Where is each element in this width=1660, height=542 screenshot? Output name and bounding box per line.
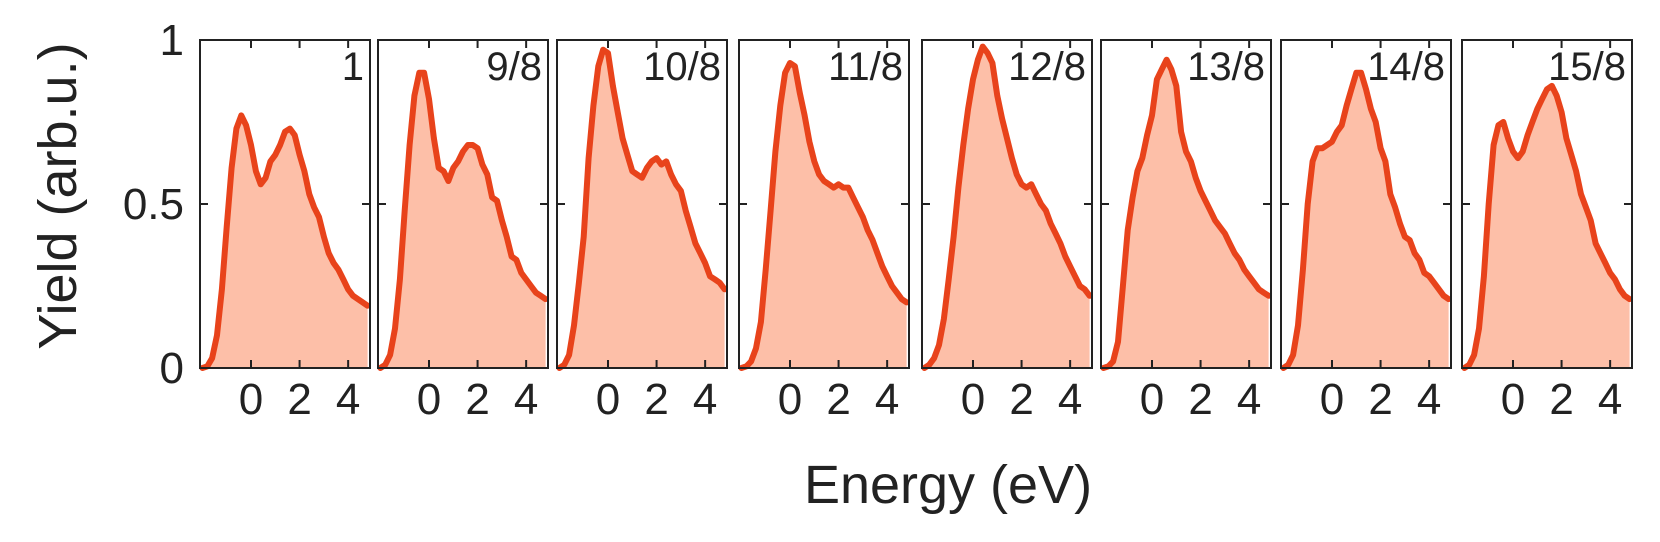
panel-4-xtick-label: 2 (826, 375, 850, 424)
panel-1-label: 1 (342, 45, 364, 89)
ytick-label: 0 (160, 344, 184, 393)
y-axis-label: Yield (arb.u.) (28, 42, 88, 349)
panel-3: 0 2 4 10/8 (556, 39, 728, 424)
panel-6-xtick-label: 0 (1140, 375, 1164, 424)
panel-4-area (741, 63, 907, 368)
panel-4-xtick-label: 0 (778, 375, 802, 424)
panel-5-series-line (921, 43, 1093, 371)
ytick-label: 1 (160, 16, 184, 65)
panel-7: 0 2 4 14/8 (1280, 39, 1452, 424)
panel-5: 0 2 4 12/8 (921, 39, 1093, 424)
panel-1: 0 2 4 1 (199, 39, 371, 424)
panel-7-xtick-label: 2 (1368, 375, 1392, 424)
panel-3-xtick-label: 2 (644, 375, 668, 424)
panel-2-xtick-label: 2 (465, 375, 489, 424)
panel-8-label: 15/8 (1548, 45, 1626, 89)
panel-1-xtick-label: 4 (336, 375, 360, 424)
panel-1-xtick-label: 2 (287, 375, 311, 424)
panel-6-area (1103, 59, 1269, 368)
panel-2-xtick-label: 4 (514, 375, 538, 424)
panel-6: 0 2 4 13/8 (1100, 39, 1272, 424)
panel-6-label: 13/8 (1187, 45, 1265, 89)
panel-3-xtick-label: 4 (693, 375, 717, 424)
panel-6-xtick-label: 2 (1188, 375, 1212, 424)
panel-3-series-line (556, 46, 728, 371)
panel-1-xtick-label: 0 (239, 375, 263, 424)
panel-2-series-line (377, 69, 549, 371)
panel-8-series-line (1461, 82, 1633, 371)
panel-5-area (924, 46, 1090, 368)
panel-7-xtick-label: 0 (1320, 375, 1344, 424)
panel-8: 0 2 4 15/8 (1461, 39, 1633, 424)
panel-2-xtick-label: 0 (417, 375, 441, 424)
panel-4-series-line (738, 60, 910, 371)
y-axis: 00.51 (123, 16, 184, 393)
panel-7-xtick-label: 4 (1417, 375, 1441, 424)
panel-8-xtick-label: 4 (1598, 375, 1622, 424)
panel-1-area (202, 115, 368, 369)
panel-4-label: 11/8 (828, 45, 903, 89)
panel-2-label: 9/8 (486, 45, 542, 89)
panel-8-area (1464, 85, 1630, 369)
panel-4: 0 2 4 11/8 (738, 39, 910, 424)
panel-7-area (1283, 72, 1449, 369)
panel-7-label: 14/8 (1367, 45, 1445, 89)
panel-group: 0 2 410 2 49/80 2 410/80 2 411/80 2 412/80 2 413/80 2… (199, 39, 1633, 424)
panel-2-area (380, 72, 546, 369)
panel-8-xtick-label: 0 (1501, 375, 1525, 424)
panel-5-xtick-label: 0 (961, 375, 985, 424)
panel-3-area (559, 49, 725, 369)
panel-2: 0 2 4 9/8 (377, 39, 549, 424)
panel-3-label: 10/8 (643, 45, 721, 89)
panel-5-label: 12/8 (1008, 45, 1086, 89)
panel-7-series-line (1280, 69, 1452, 371)
panel-6-series-line (1100, 56, 1272, 371)
panel-4-xtick-label: 4 (875, 375, 899, 424)
panel-5-xtick-label: 4 (1058, 375, 1082, 424)
ytick-label: 0.5 (123, 180, 184, 229)
panel-5-xtick-label: 2 (1009, 375, 1033, 424)
panel-3-xtick-label: 0 (596, 375, 620, 424)
panel-8-xtick-label: 2 (1549, 375, 1573, 424)
panel-6-xtick-label: 4 (1237, 375, 1261, 424)
x-axis-label: Energy (eV) (804, 455, 1092, 515)
panel-1-series-line (199, 112, 371, 371)
